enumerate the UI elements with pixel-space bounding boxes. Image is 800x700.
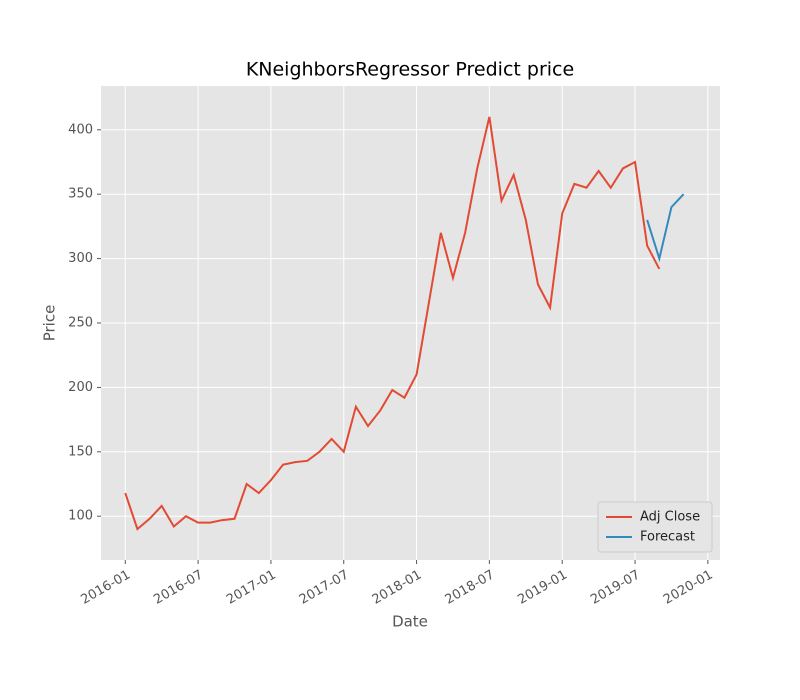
y-tick-label: 400 (68, 122, 93, 137)
y-tick-label: 300 (68, 251, 93, 266)
x-axis-label: Date (392, 613, 428, 631)
chart-title: KNeighborsRegressor Predict price (246, 59, 574, 81)
legend-box (597, 501, 713, 553)
x-tick-label: 2019-01 (515, 568, 570, 608)
x-tick-label: 2018-07 (443, 568, 498, 608)
x-tick-label: 2020-01 (661, 568, 716, 608)
line (646, 193, 685, 263)
x-tick-label: 2019-07 (588, 568, 643, 608)
x-tick-label: 2016-07 (151, 568, 206, 608)
legend: Adj Close Forecast (597, 501, 713, 553)
x-tick-label: 2016-01 (78, 568, 133, 608)
x-tick-label: 2017-07 (297, 568, 352, 608)
x-tick-label: 2017-01 (224, 568, 279, 608)
legend-label: Adj Close (640, 510, 700, 525)
y-tick-label: 150 (68, 444, 93, 459)
y-tick-label: 100 (68, 509, 93, 524)
y-tick-label: 350 (68, 187, 93, 202)
x-tick-label: 2018-01 (370, 568, 425, 608)
legend-label: Forecast (640, 530, 695, 545)
y-tick-label: 200 (68, 380, 93, 395)
y-axis-label: Price (41, 305, 59, 342)
y-tick-label: 250 (68, 316, 93, 331)
line (124, 116, 661, 531)
